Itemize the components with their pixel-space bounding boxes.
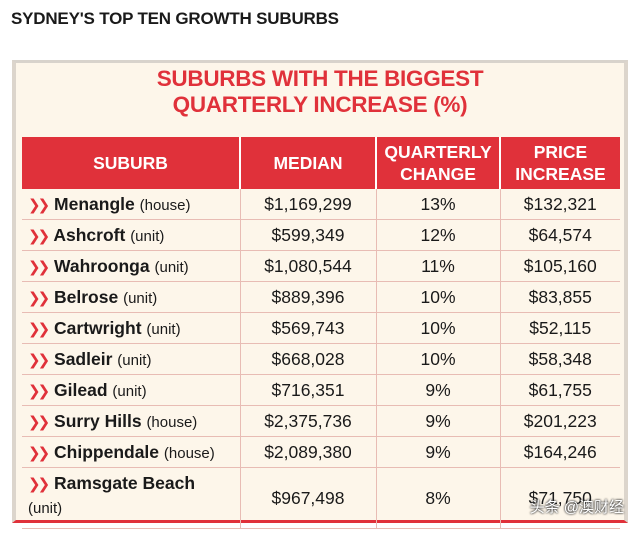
double-chevron-right-icon: ❯❯	[28, 289, 50, 307]
table-row: ❯❯ Sadleir (unit) $668,028 10% $58,348	[22, 343, 620, 375]
suburb-name: Menangle	[54, 193, 135, 214]
suburb-cell: ❯❯ Sadleir (unit)	[22, 343, 241, 375]
suburb-name: Ramsgate Beach	[54, 473, 196, 493]
median-cell: $1,080,544	[240, 250, 377, 282]
median-cell: $2,375,736	[240, 405, 377, 437]
double-chevron-right-icon: ❯❯	[28, 196, 50, 214]
header-price-increase: PRICE INCREASE	[500, 137, 620, 189]
double-chevron-right-icon: ❯❯	[28, 476, 50, 493]
change-cell: 10%	[376, 343, 501, 375]
double-chevron-right-icon: ❯❯	[28, 351, 50, 369]
median-cell: $967,498	[240, 467, 377, 529]
suburb-name: Chippendale	[54, 441, 160, 462]
suburb-cell: ❯❯ Cartwright (unit)	[22, 312, 241, 344]
change-cell: 10%	[376, 281, 501, 313]
median-cell: $716,351	[240, 374, 377, 406]
median-cell: $2,089,380	[240, 436, 377, 468]
suburb-name: Gilead	[54, 379, 108, 400]
increase-cell: $71,750	[500, 467, 620, 529]
suburb-cell: ❯❯ Chippendale (house)	[22, 436, 241, 468]
table-row: ❯❯ Menangle (house) $1,169,299 13% $132,321	[22, 189, 620, 220]
property-type: (unit)	[112, 382, 147, 400]
growth-table: SUBURB MEDIAN QUARTERLY CHANGE PRICE INC…	[22, 137, 620, 529]
increase-cell: $164,246	[500, 436, 620, 468]
suburb-name: Belrose	[54, 286, 119, 307]
double-chevron-right-icon: ❯❯	[28, 382, 50, 400]
change-cell: 9%	[376, 374, 501, 406]
table-row: ❯❯ Wahroonga (unit) $1,080,544 11% $105,160	[22, 250, 620, 282]
suburb-cell: ❯❯ Surry Hills (house)	[22, 405, 241, 437]
watermark: 头条 @澳财经	[529, 499, 624, 516]
median-cell: $1,169,299	[240, 189, 377, 220]
suburb-name: Cartwright	[54, 317, 142, 338]
suburb-name: Surry Hills	[54, 410, 142, 431]
card-title-line-1: SUBURBS WITH THE BIGGEST	[156, 66, 484, 91]
suburb-cell: ❯❯ Gilead (unit)	[22, 374, 241, 406]
suburb-name: Wahroonga	[54, 255, 150, 276]
suburb-cell: ❯❯ Belrose (unit)	[22, 281, 241, 313]
change-cell: 9%	[376, 436, 501, 468]
table-row: ❯❯ Gilead (unit) $716,351 9% $61,755	[22, 374, 620, 406]
median-cell: $889,396	[240, 281, 377, 313]
header-suburb: SUBURB	[22, 137, 241, 189]
change-cell: 11%	[376, 250, 501, 282]
increase-cell: $105,160	[500, 250, 620, 282]
increase-cell: $61,755	[500, 374, 620, 406]
table-row: ❯❯ Surry Hills (house) $2,375,736 9% $201,2…	[22, 405, 620, 437]
suburb-cell: ❯❯ Ashcroft (unit)	[22, 219, 241, 251]
change-cell: 8%	[376, 467, 501, 529]
increase-cell: $58,348	[500, 343, 620, 375]
table-header-row: SUBURB MEDIAN QUARTERLY CHANGE PRICE INC…	[22, 137, 620, 189]
change-cell: 10%	[376, 312, 501, 344]
increase-cell: $64,574	[500, 219, 620, 251]
header-median: MEDIAN	[240, 137, 377, 189]
increase-cell: $83,855	[500, 281, 620, 313]
card-title-line-2: QUARTERLY INCREASE (%)	[172, 92, 468, 117]
property-type: (unit)	[154, 258, 189, 276]
change-cell: 13%	[376, 189, 501, 220]
property-type: (house)	[139, 196, 191, 214]
double-chevron-right-icon: ❯❯	[28, 320, 50, 338]
double-chevron-right-icon: ❯❯	[28, 258, 50, 276]
suburb-cell: ❯❯ Menangle (house)	[22, 189, 241, 220]
median-cell: $569,743	[240, 312, 377, 344]
change-cell: 12%	[376, 219, 501, 251]
property-type: (house)	[163, 444, 215, 462]
suburb-name: Ashcroft	[53, 224, 126, 245]
property-type: (unit)	[146, 320, 181, 338]
suburb-cell: ❯❯ Wahroonga (unit)	[22, 250, 241, 282]
median-cell: $668,028	[240, 343, 377, 375]
table-row: ❯❯ Cartwright (unit) $569,743 10% $52,115	[22, 312, 620, 344]
increase-cell: $201,223	[500, 405, 620, 437]
property-type: (unit)	[117, 351, 152, 369]
increase-cell: $132,321	[500, 189, 620, 220]
double-chevron-right-icon: ❯❯	[28, 444, 50, 462]
table-row: ❯❯ Chippendale (house) $2,089,380 9% $164,2…	[22, 436, 620, 468]
double-chevron-right-icon: ❯❯	[28, 413, 50, 431]
change-cell: 9%	[376, 405, 501, 437]
header-quarterly-change: QUARTERLY CHANGE	[376, 137, 501, 189]
table-row: ❯❯ Belrose (unit) $889,396 10% $83,855	[22, 281, 620, 313]
double-chevron-right-icon: ❯❯	[28, 227, 50, 245]
suburb-name: Sadleir	[54, 348, 113, 369]
property-type: (unit)	[130, 227, 165, 245]
suburb-cell: ❯❯ Ramsgate Beach (unit)	[22, 467, 241, 529]
table-card: SUBURBS WITH THE BIGGEST QUARTERLY INCRE…	[12, 60, 628, 529]
card-title: SUBURBS WITH THE BIGGEST QUARTERLY INCRE…	[16, 66, 624, 118]
median-cell: $599,349	[240, 219, 377, 251]
headline: SYDNEY'S TOP TEN GROWTH SUBURBS	[11, 9, 339, 28]
property-type: (house)	[146, 413, 198, 431]
property-type: (unit)	[28, 500, 63, 517]
increase-cell: $52,115	[500, 312, 620, 344]
table-row: ❯❯ Ashcroft (unit) $599,349 12% $64,574	[22, 219, 620, 251]
table-row: ❯❯ Ramsgate Beach (unit) $967,498 8% $71,75…	[22, 467, 620, 529]
property-type: (unit)	[123, 289, 158, 307]
